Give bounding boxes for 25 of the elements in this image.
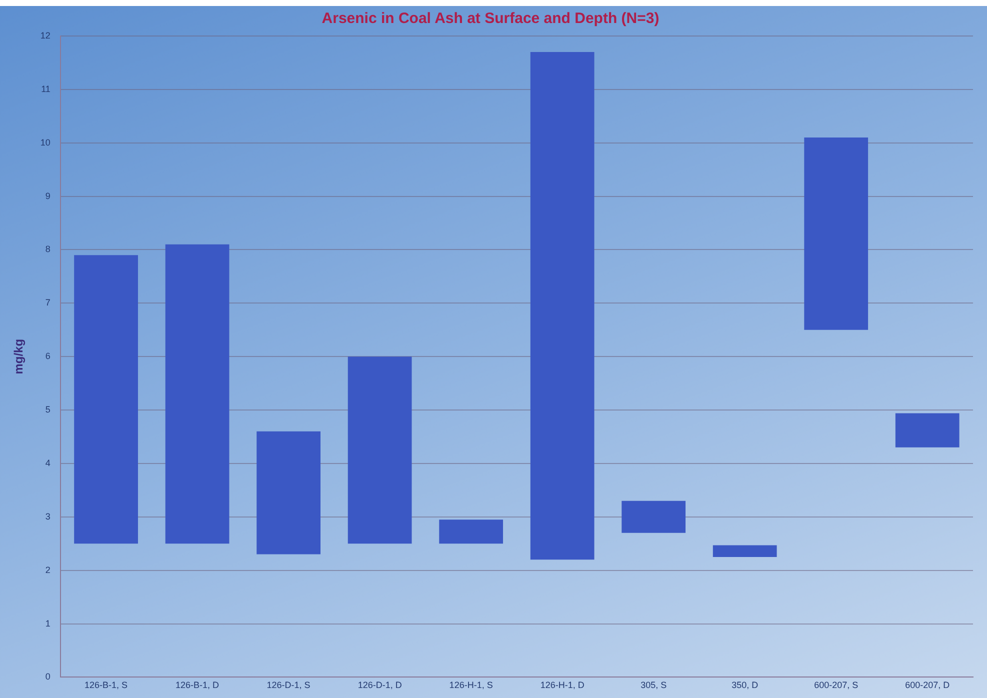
y-tick-label: 5 — [45, 404, 50, 415]
y-tick-label: 8 — [45, 244, 50, 254]
y-tick-label: 0 — [45, 672, 50, 682]
x-tick-label: 305, S — [640, 680, 667, 690]
y-tick-label: 11 — [41, 84, 50, 94]
x-tick-label: 600-207, S — [814, 680, 858, 690]
x-tick-label: 600-207, D — [905, 680, 950, 690]
x-tick-label: 126-D-1, S — [266, 680, 310, 690]
x-tick-label: 126-B-1, D — [176, 680, 220, 690]
y-tick-label: 12 — [40, 30, 50, 40]
y-tick-label: 3 — [45, 511, 50, 522]
y-tick-label: 10 — [40, 137, 50, 148]
y-tick-label: 4 — [45, 458, 50, 468]
x-tick-label: 350, D — [732, 680, 759, 690]
x-tick-label: 126-B-1, S — [84, 680, 128, 690]
x-tick-label: 126-H-1, S — [449, 680, 493, 690]
y-tick-label: 6 — [45, 351, 50, 362]
y-tick-label: 1 — [45, 618, 50, 628]
y-tick-label: 9 — [45, 190, 50, 201]
y-tick-label: 2 — [45, 564, 50, 575]
chart-title: Arsenic in Coal Ash at Surface and Depth (N=3) — [322, 10, 660, 28]
y-axis-title: mg/kg — [12, 338, 26, 374]
y-tick-label: 7 — [45, 298, 50, 308]
x-tick-label: 126-D-1, D — [358, 680, 402, 690]
x-tick-label: 126-H-1, D — [540, 680, 585, 690]
